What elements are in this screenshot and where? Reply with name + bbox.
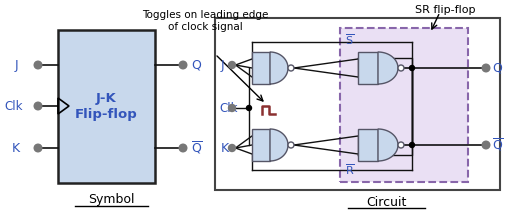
Bar [358, 52, 378, 84]
Text: K: K [12, 141, 20, 154]
Text: Q: Q [492, 62, 502, 75]
Text: $\overline{\mathregular{Q}}$: $\overline{\mathregular{Q}}$ [492, 137, 504, 153]
Text: Flip-flop: Flip-flop [75, 108, 138, 121]
Circle shape [229, 62, 235, 68]
Circle shape [288, 142, 294, 148]
Text: SR flip-flop: SR flip-flop [415, 5, 475, 15]
Circle shape [247, 105, 251, 111]
Circle shape [482, 64, 490, 72]
Circle shape [409, 143, 415, 148]
Text: Clk: Clk [5, 100, 23, 113]
Bar [358, 129, 378, 161]
Circle shape [398, 65, 404, 71]
Text: $\overline{\mathregular{S}}$: $\overline{\mathregular{S}}$ [345, 33, 354, 47]
Circle shape [229, 145, 235, 151]
Text: J-K: J-K [96, 92, 117, 105]
Bar [252, 52, 270, 84]
Text: J: J [14, 59, 18, 71]
Text: J: J [221, 59, 225, 71]
Circle shape [179, 144, 187, 152]
Circle shape [482, 141, 490, 149]
Text: Circuit: Circuit [366, 195, 407, 208]
Circle shape [34, 144, 42, 152]
Text: Toggles on leading edge
of clock signal: Toggles on leading edge of clock signal [142, 10, 268, 32]
Text: Clk: Clk [219, 102, 238, 114]
Bar [215, 18, 500, 190]
Circle shape [229, 105, 235, 111]
Bar [340, 28, 468, 182]
Text: K: K [221, 141, 229, 154]
Polygon shape [378, 129, 398, 161]
Circle shape [34, 102, 42, 110]
Text: Q: Q [191, 59, 201, 71]
Bar [58, 30, 155, 183]
Circle shape [398, 142, 404, 148]
Polygon shape [270, 52, 288, 84]
Text: $\overline{\mathregular{R}}$: $\overline{\mathregular{R}}$ [345, 163, 355, 177]
Circle shape [34, 61, 42, 69]
Text: $\overline{\mathregular{Q}}$: $\overline{\mathregular{Q}}$ [191, 140, 203, 156]
Polygon shape [270, 129, 288, 161]
Text: Symbol: Symbol [88, 194, 135, 206]
Circle shape [179, 61, 187, 69]
Circle shape [409, 65, 415, 70]
Bar [252, 129, 270, 161]
Circle shape [288, 65, 294, 71]
Polygon shape [378, 52, 398, 84]
